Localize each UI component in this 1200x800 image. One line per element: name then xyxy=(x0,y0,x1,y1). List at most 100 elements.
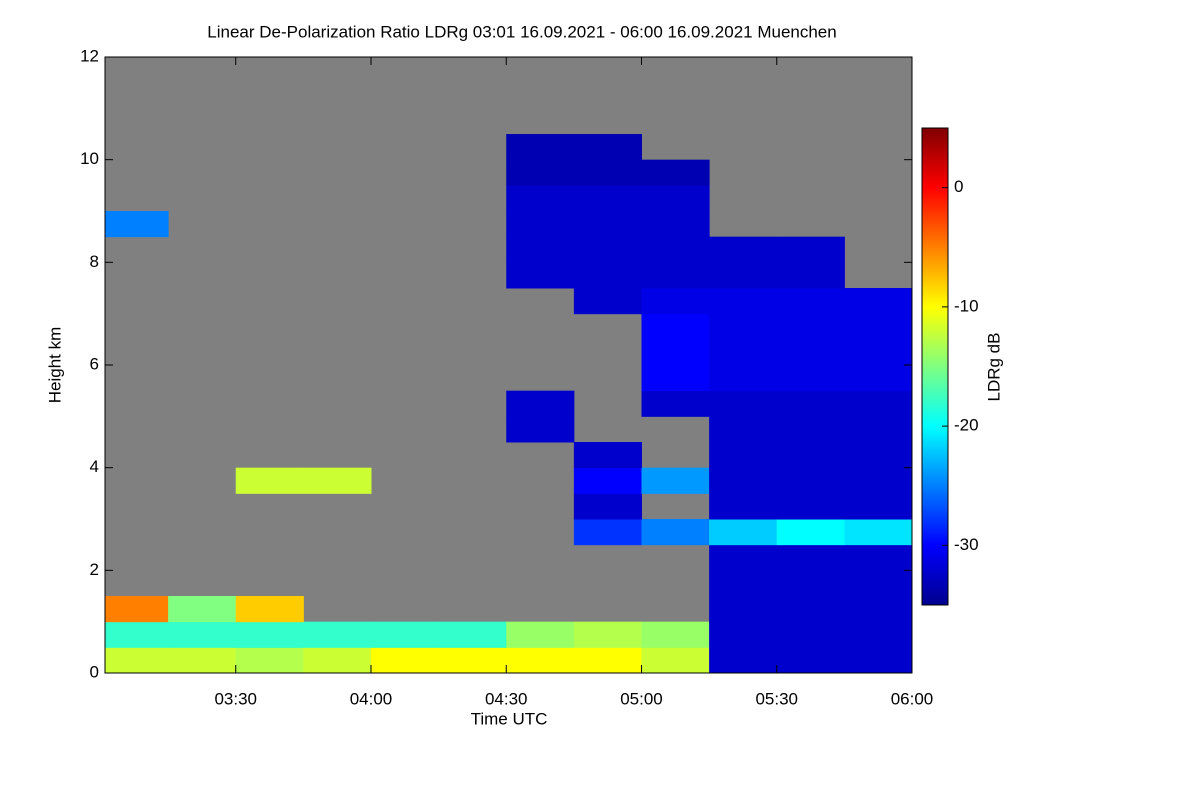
heatmap-cell xyxy=(573,211,642,238)
heatmap-cell xyxy=(168,621,237,648)
plot-area xyxy=(105,57,913,674)
heatmap-cell xyxy=(641,467,710,494)
heatmap-cell xyxy=(776,236,845,263)
heatmap-cell xyxy=(709,339,778,366)
heatmap-cell xyxy=(844,621,913,648)
heatmap-cell xyxy=(168,596,237,623)
heatmap-cell xyxy=(709,467,778,494)
heatmap-cell xyxy=(776,390,845,417)
heatmap-cell xyxy=(844,544,913,571)
heatmap-cell xyxy=(844,339,913,366)
heatmap-cell xyxy=(303,467,372,494)
heatmap-cell xyxy=(105,596,169,623)
heatmap-cell xyxy=(573,262,642,289)
y-tick-label: 2 xyxy=(90,560,99,579)
heatmap-cell xyxy=(844,519,913,546)
heatmap-cell xyxy=(573,134,642,161)
heatmap-cell xyxy=(844,442,913,469)
heatmap-cell xyxy=(641,159,710,186)
heatmap-cell xyxy=(776,621,845,648)
heatmap-cell xyxy=(709,493,778,520)
heatmap-cell xyxy=(506,390,575,417)
heatmap-cell xyxy=(573,519,642,546)
heatmap-cell xyxy=(506,416,575,443)
heatmap-cell xyxy=(776,339,845,366)
heatmap-cell xyxy=(641,339,710,366)
heatmap-cell xyxy=(641,390,710,417)
heatmap-cell xyxy=(235,621,304,648)
heatmap-cell xyxy=(641,185,710,212)
heatmap-cell xyxy=(776,493,845,520)
y-tick-label: 4 xyxy=(90,457,99,476)
heatmap-cell xyxy=(776,288,845,315)
colorbar-tick-label: -30 xyxy=(954,535,979,554)
heatmap-cell xyxy=(506,647,575,674)
x-tick-label: 05:30 xyxy=(755,689,798,708)
heatmap-cell xyxy=(573,288,642,315)
heatmap-cell xyxy=(641,519,710,546)
x-tick-label: 04:00 xyxy=(350,689,393,708)
heatmap-cell xyxy=(776,262,845,289)
heatmap-cell xyxy=(573,442,642,469)
heatmap-cell xyxy=(709,262,778,289)
x-tick-label: 06:00 xyxy=(891,689,934,708)
heatmap-cell xyxy=(641,365,710,392)
heatmap-cell xyxy=(776,596,845,623)
heatmap-cell xyxy=(235,596,304,623)
heatmap-cell xyxy=(506,185,575,212)
heatmap-cell xyxy=(641,313,710,340)
heatmap-cell xyxy=(709,544,778,571)
colorbar-tick-label: 0 xyxy=(954,177,963,196)
heatmap-cell xyxy=(303,621,372,648)
heatmap-cell xyxy=(370,647,440,674)
heatmap-cell xyxy=(709,236,778,263)
colorbar-tick-label: -10 xyxy=(954,296,979,315)
heatmap-cell xyxy=(573,647,642,674)
heatmap-cell xyxy=(709,570,778,597)
y-tick-label: 8 xyxy=(90,252,99,271)
heatmap-cell xyxy=(105,647,169,674)
heatmap-cell xyxy=(776,416,845,443)
heatmap-cell xyxy=(776,313,845,340)
heatmap-cell xyxy=(641,621,710,648)
heatmap-cell xyxy=(641,647,710,674)
heatmap-cell xyxy=(506,262,575,289)
heatmap-cell xyxy=(573,236,642,263)
heatmap-cell xyxy=(506,134,575,161)
heatmap-cell xyxy=(844,493,913,520)
heatmap-cell xyxy=(709,416,778,443)
heatmap-cell xyxy=(438,621,507,648)
colorbar-label: LDRg dB xyxy=(984,333,1003,402)
heatmap-cell xyxy=(844,390,913,417)
heatmap-cell xyxy=(709,519,778,546)
heatmap-cell xyxy=(844,365,913,392)
y-tick-label: 6 xyxy=(90,354,99,373)
heatmap-cell xyxy=(235,467,304,494)
heatmap-cell xyxy=(506,211,575,238)
x-tick-label: 03:30 xyxy=(214,689,257,708)
heatmap-cell xyxy=(709,647,778,674)
heatmap-cell xyxy=(303,647,372,674)
heatmap-cell xyxy=(573,467,642,494)
heatmap-cell xyxy=(844,313,913,340)
heatmap-cell xyxy=(844,647,913,674)
y-axis-label: Height km xyxy=(45,327,64,404)
heatmap-cell xyxy=(641,211,710,238)
heatmap-cell xyxy=(709,596,778,623)
heatmap-cell xyxy=(641,236,710,263)
heatmap-cell xyxy=(168,647,237,674)
heatmap-cell xyxy=(709,365,778,392)
heatmap-cell xyxy=(573,621,642,648)
heatmap-cell xyxy=(709,442,778,469)
heatmap-cell xyxy=(776,467,845,494)
y-tick-label: 12 xyxy=(80,46,99,65)
heatmap-cell xyxy=(641,288,710,315)
x-tick-label: 04:30 xyxy=(485,689,528,708)
heatmap-cell xyxy=(709,288,778,315)
heatmap-cell xyxy=(709,313,778,340)
heatmap-cell xyxy=(776,570,845,597)
x-axis-label: Time UTC xyxy=(471,709,548,728)
heatmap-cell xyxy=(709,621,778,648)
heatmap-cell xyxy=(776,519,845,546)
